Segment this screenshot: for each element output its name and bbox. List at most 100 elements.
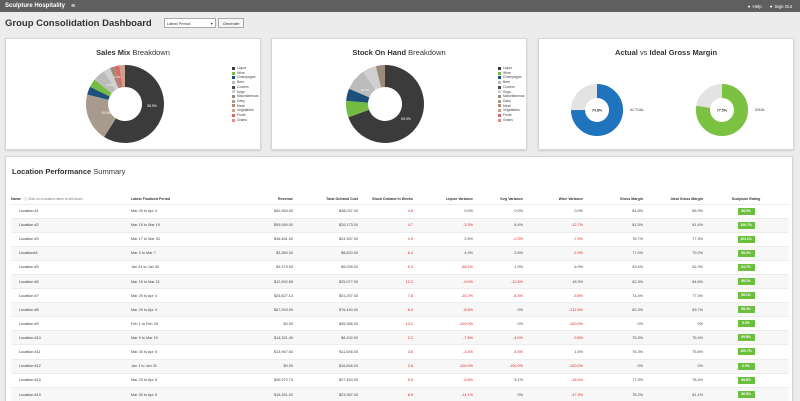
- period-select[interactable]: Latest Period ▾: [163, 18, 216, 28]
- onhand-cost-cell: $26,173.00: [296, 217, 361, 233]
- location-name-link[interactable]: Location #12: [11, 358, 131, 374]
- onhand-weeks-cell: 4.7: [361, 217, 416, 233]
- sales-mix-legend-item: Miscellaneous: [232, 94, 259, 99]
- table-row: Location #6 Mar 15 to Mar 21 $12,992.89 $25…: [11, 273, 789, 289]
- sales-mix-legend-item: Grains: [232, 118, 259, 123]
- location-name-link[interactable]: Location #13: [11, 372, 131, 388]
- liquor-variance-cell: -9.0%: [416, 273, 476, 289]
- rating-cell: 96.5%: [706, 386, 789, 401]
- help-link[interactable]: ● Help: [747, 3, 762, 9]
- chevron-down-icon: ▾: [210, 20, 213, 26]
- stock-on-hand-legend: Liquor Wine Champagne Beer Coolers Kegs Miscel…: [498, 66, 525, 122]
- onhand-cost-cell: $45,386.00: [296, 316, 361, 331]
- liquor-variance-cell: -7.6%: [416, 330, 476, 345]
- rating-badge: 98.6%: [737, 376, 755, 384]
- onhand-weeks-cell: 2.2: [361, 330, 416, 345]
- sales-mix-legend-item: Meat: [232, 104, 259, 109]
- sales-mix-legend-swatch: [232, 104, 235, 108]
- table-row: Location #10 Mar 9 to Mar 15 $14,321.49 $8,…: [11, 330, 789, 345]
- ideal-gross-margin-cell: 75.4%: [646, 330, 706, 345]
- location-name-link[interactable]: Location #7: [11, 288, 131, 303]
- location-name-link[interactable]: Location #6: [11, 273, 131, 289]
- menu-icon[interactable]: ≡: [71, 2, 76, 10]
- rating-badge: 98.1%: [737, 292, 755, 300]
- location-name-link[interactable]: Location#4: [11, 245, 131, 261]
- period-cell: Mar 17 to Mar 30: [131, 231, 231, 247]
- period-cell: Jan 1 to Jan 31: [131, 358, 231, 374]
- revenue-cell: $12,992.89: [231, 273, 296, 289]
- sign-out-link[interactable]: ● Sign Out: [769, 3, 792, 9]
- sales-mix-legend-item: Kegs: [232, 90, 259, 95]
- location-name-link[interactable]: Location #14: [11, 386, 131, 401]
- stock-legend-item: Beer: [498, 80, 525, 85]
- location-name-link[interactable]: Location #9: [11, 316, 131, 331]
- rating-badge: 0.0%: [737, 320, 755, 328]
- header-name: Name ⓘ Click on a location name to drill …: [11, 197, 83, 202]
- ideal-gross-margin-cell: 0%: [646, 316, 706, 331]
- revenue-cell: $0.00: [231, 358, 296, 374]
- rating-badge: 95.2%: [737, 249, 755, 257]
- location-name-link[interactable]: Location #10: [11, 330, 131, 345]
- location-performance-panel: Location Performance Summary Name ⓘ Click…: [5, 156, 793, 401]
- stock-legend-swatch: [498, 113, 501, 117]
- sales-mix-legend: Liquor Wine Champagne Beer Coolers Kegs Miscel…: [232, 66, 259, 122]
- liquor-variance-cell: 0.0%: [416, 203, 476, 219]
- onhand-weeks-cell: 6.4: [361, 302, 416, 317]
- revenue-cell: $14,321.49: [231, 330, 296, 345]
- sales-mix-legend-swatch: [232, 109, 235, 113]
- keg-variance-cell: -0.3%: [476, 231, 526, 247]
- location-name-link[interactable]: Location #2: [11, 217, 131, 233]
- location-name-link[interactable]: Location #3: [11, 231, 131, 247]
- ideal-gross-margin-cell: 79.2%: [646, 245, 706, 261]
- onhand-weeks-cell: 4.9: [361, 231, 416, 247]
- sales-mix-legend-label: Champagne: [237, 75, 256, 80]
- keg-variance-cell: -8.4%: [476, 288, 526, 303]
- stock-legend-swatch: [498, 95, 501, 99]
- table-row: Location #7 Mar 29 to Apr 4 $25,827.13 $51,…: [11, 288, 789, 303]
- location-name-link[interactable]: Location #8: [11, 302, 131, 317]
- table-row: Location #13 Mar 23 to Apr 5 $26,970.73 $27…: [11, 372, 789, 388]
- liquor-variance-cell: -100.0%: [416, 358, 476, 374]
- sales-mix-legend-label: Liquor: [237, 66, 247, 70]
- sales-mix-legend-swatch: [232, 99, 235, 103]
- stock-legend-item: Fruits: [498, 113, 525, 118]
- stock-legend-label: Coolers: [503, 84, 515, 89]
- location-name-link[interactable]: Location #11: [11, 344, 131, 360]
- stock-legend-swatch: [498, 66, 501, 70]
- onhand-cost-cell: $27,454.00: [296, 372, 361, 388]
- onhand-cost-cell: $23,987.00: [296, 386, 361, 401]
- sales-mix-legend-item: Dairy: [232, 99, 259, 104]
- location-name-link[interactable]: Location #1: [11, 203, 131, 219]
- wine-variance-cell: -100.0%: [526, 358, 586, 374]
- sales-mix-legend-label: Kegs: [237, 89, 245, 94]
- table-row: Location #9 Feb 1 to Feb 28 $0.00 $45,386.0…: [11, 316, 789, 331]
- period-cell: Mar 30 to Apr 5: [131, 344, 231, 360]
- wine-variance-cell: -9.8%: [526, 330, 586, 345]
- sales-mix-legend-swatch: [232, 85, 235, 89]
- table-row: Location #2 Mar 15 to Mar 19 $59,069.00 $26…: [11, 217, 789, 233]
- location-name-link[interactable]: Location #5: [11, 259, 131, 275]
- generate-button[interactable]: Generate: [217, 18, 245, 28]
- stock-legend-swatch: [498, 104, 501, 108]
- stock-legend-item: Liquor: [498, 66, 525, 71]
- table-row: Location #8 Mar 29 to Apr 4 $67,943.09 $76,…: [11, 302, 789, 317]
- ideal-gross-margin-cell: 85.3%: [646, 203, 706, 219]
- table-row: Location #3 Mar 17 to Mar 30 $46,481.00 $24…: [11, 231, 789, 247]
- ideal-margin-label: IDEAL: [755, 108, 766, 112]
- stock-legend-swatch: [498, 71, 501, 75]
- location-performance-table: Name ⓘ Click on a location name to drill …: [11, 185, 789, 401]
- sales-mix-donut: 58.9% 19.9% 9.3% 4.2%: [86, 65, 164, 143]
- gross-margin-cell: 0%: [586, 358, 646, 374]
- stock-legend-label: Dairy: [503, 98, 511, 103]
- actual-margin-label: ACTUAL: [630, 108, 645, 112]
- sales-mix-legend-item: Liquor: [232, 66, 259, 71]
- stock-legend-swatch: [498, 80, 501, 84]
- keg-variance-cell: 2.6%: [476, 245, 526, 261]
- gross-margin-panel: Actual vs Ideal Gross Margin 74.8% ACTUA…: [538, 38, 794, 150]
- keg-variance-cell: -12.6%: [476, 273, 526, 289]
- sales-mix-legend-swatch: [232, 76, 235, 80]
- sales-mix-legend-label: Wine: [237, 70, 245, 75]
- table-row: Location #1 Mar 29 to Apr 4 $40,353.00 $38,…: [11, 203, 789, 219]
- sales-mix-legend-swatch: [232, 113, 235, 117]
- rating-cell: 64.7%: [706, 259, 789, 275]
